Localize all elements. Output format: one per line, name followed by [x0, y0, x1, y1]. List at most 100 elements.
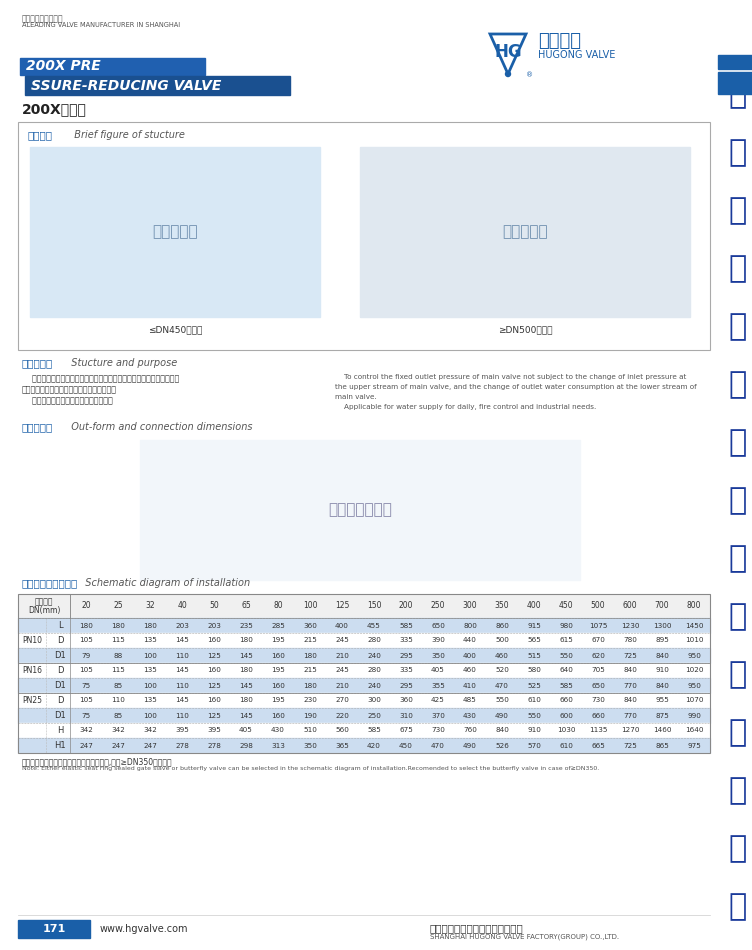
Text: 145: 145	[239, 653, 253, 658]
Text: 180: 180	[303, 653, 317, 658]
Text: 公称通径: 公称通径	[35, 598, 53, 606]
Text: 250: 250	[367, 712, 381, 718]
Text: 800: 800	[687, 601, 702, 611]
Text: 955: 955	[655, 697, 669, 704]
Text: 247: 247	[79, 743, 93, 749]
Text: 600: 600	[623, 601, 637, 611]
Text: 135: 135	[143, 697, 157, 704]
Text: 1450: 1450	[685, 622, 703, 629]
Text: D: D	[56, 696, 63, 705]
Text: 365: 365	[335, 743, 349, 749]
Text: 670: 670	[591, 637, 605, 643]
Text: 公: 公	[729, 834, 747, 863]
Text: 180: 180	[239, 668, 253, 674]
Text: 有: 有	[729, 718, 747, 747]
Bar	[18, 708, 710, 723]
Text: 1230: 1230	[620, 622, 639, 629]
Circle shape	[505, 71, 511, 77]
Text: 上: 上	[729, 80, 747, 109]
Text: 20: 20	[81, 601, 91, 611]
Text: 760: 760	[463, 728, 477, 733]
Text: 300: 300	[462, 601, 478, 611]
Text: 840: 840	[623, 697, 637, 704]
Text: 610: 610	[527, 697, 541, 704]
Text: 210: 210	[335, 653, 349, 658]
Text: 660: 660	[591, 712, 605, 718]
Text: 280: 280	[367, 668, 381, 674]
Text: DN(mm): DN(mm)	[28, 606, 60, 616]
Text: 770: 770	[623, 682, 637, 689]
Text: 350: 350	[495, 601, 509, 611]
Text: 50: 50	[209, 601, 219, 611]
Text: 安装示意图: 安装示意图	[22, 422, 53, 432]
Text: 1300: 1300	[653, 622, 672, 629]
Text: ≤DN450隔膜式: ≤DN450隔膜式	[148, 325, 202, 334]
Text: 注：安装示意图中弹性座封闸阀或蝶阀任选,建议≥DN350选蝶阀。: 注：安装示意图中弹性座封闸阀或蝶阀任选,建议≥DN350选蝶阀。	[22, 757, 173, 766]
Text: 105: 105	[79, 697, 93, 704]
Text: 180: 180	[111, 622, 125, 629]
Text: 247: 247	[111, 743, 125, 749]
Text: 550: 550	[495, 697, 509, 704]
Text: 460: 460	[463, 668, 477, 674]
Text: 335: 335	[399, 668, 413, 674]
Text: PN25: PN25	[22, 696, 42, 705]
Text: 420: 420	[367, 743, 381, 749]
Text: 主要外形及连接尺寸: 主要外形及连接尺寸	[22, 578, 78, 588]
Text: 88: 88	[114, 653, 123, 658]
Text: 285: 285	[271, 622, 285, 629]
Text: 460: 460	[495, 653, 509, 658]
Text: 430: 430	[463, 712, 477, 718]
Bar	[18, 122, 710, 350]
Text: the upper stream of main valve, and the change of outlet water consumption at th: the upper stream of main valve, and the …	[335, 384, 696, 390]
Text: 〔安装示意图〕: 〔安装示意图〕	[328, 503, 392, 518]
Text: 245: 245	[335, 668, 349, 674]
Text: 100: 100	[143, 712, 157, 718]
Text: 集: 集	[729, 544, 747, 573]
Text: 145: 145	[239, 712, 253, 718]
Text: 195: 195	[271, 697, 285, 704]
Bar	[25, 76, 290, 95]
Text: 100: 100	[143, 653, 157, 658]
Text: 190: 190	[303, 712, 317, 718]
Text: 560: 560	[335, 728, 349, 733]
Text: 245: 245	[335, 637, 349, 643]
Text: 310: 310	[399, 712, 413, 718]
Text: 570: 570	[527, 743, 541, 749]
Text: H: H	[57, 726, 63, 735]
Text: 180: 180	[303, 682, 317, 689]
Bar	[18, 594, 710, 618]
Text: Stucture and purpose: Stucture and purpose	[65, 358, 177, 368]
Text: 1270: 1270	[620, 728, 639, 733]
Text: 865: 865	[655, 743, 669, 749]
Text: 160: 160	[207, 668, 221, 674]
Text: 150: 150	[367, 601, 381, 611]
Text: 470: 470	[431, 743, 445, 749]
Text: 360: 360	[303, 622, 317, 629]
Text: ®: ®	[526, 72, 533, 78]
Text: 350: 350	[303, 743, 317, 749]
Text: 阀: 阀	[729, 312, 747, 341]
Text: D: D	[56, 636, 63, 645]
Bar	[140, 440, 580, 580]
Text: 950: 950	[687, 653, 701, 658]
Text: （: （	[729, 486, 747, 515]
Text: 250: 250	[431, 601, 445, 611]
Text: 440: 440	[463, 637, 477, 643]
Text: 司: 司	[729, 892, 747, 921]
Text: 125: 125	[207, 653, 221, 658]
Text: 125: 125	[207, 712, 221, 718]
Text: 950: 950	[687, 682, 701, 689]
Text: 640: 640	[559, 668, 573, 674]
Text: 500: 500	[590, 601, 605, 611]
Text: 335: 335	[399, 637, 413, 643]
Text: 215: 215	[303, 637, 317, 643]
Text: 342: 342	[143, 728, 157, 733]
Text: 203: 203	[207, 622, 221, 629]
Text: 295: 295	[399, 682, 413, 689]
Text: 860: 860	[495, 622, 509, 629]
Text: 195: 195	[271, 668, 285, 674]
Text: 135: 135	[143, 668, 157, 674]
Text: 115: 115	[111, 668, 125, 674]
Text: main valve.: main valve.	[335, 394, 377, 400]
Text: 215: 215	[303, 668, 317, 674]
